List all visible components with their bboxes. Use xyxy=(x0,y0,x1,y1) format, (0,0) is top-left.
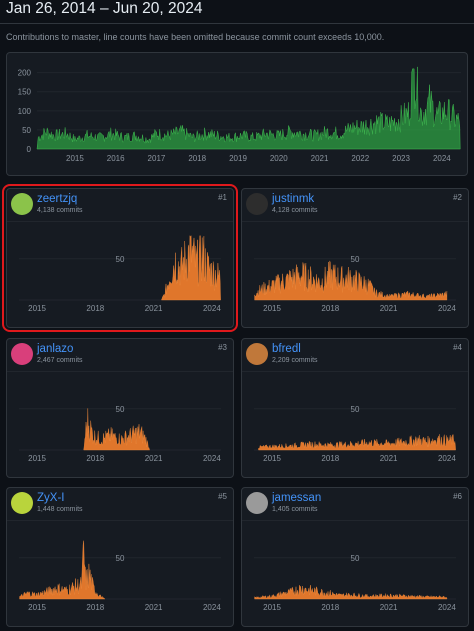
contributor-area-series xyxy=(83,408,151,451)
overview-y-tick: 200 xyxy=(18,69,32,78)
contributor-commit-count: 4,138 commits xyxy=(37,207,83,214)
contributor-y-tick: 50 xyxy=(116,405,125,414)
contributor-x-tick: 2024 xyxy=(438,304,456,313)
contributor-card-header: jamessan 1,405 commits #6 xyxy=(242,488,468,521)
contributor-card-zyx-i: ZyX-I 1,448 commits #5 50 2015 2018 2021 2024 xyxy=(6,487,234,627)
overview-y-tick: 50 xyxy=(22,126,31,135)
contributor-area-series xyxy=(19,540,106,600)
contributor-y-tick: 50 xyxy=(351,554,360,563)
contributor-login-link[interactable]: janlazo xyxy=(37,343,74,355)
contributor-rank: #6 xyxy=(453,492,462,501)
overview-x-tick: 2023 xyxy=(392,154,410,163)
contributor-commit-count: 2,209 commits xyxy=(272,357,318,364)
contributor-area-series xyxy=(254,260,448,301)
contributor-commit-count: 2,467 commits xyxy=(37,357,83,364)
overview-x-tick: 2019 xyxy=(229,154,247,163)
contributor-x-tick: 2015 xyxy=(263,603,281,612)
overview-x-tick: 2015 xyxy=(66,154,84,163)
contributor-card-header: janlazo 2,467 commits #3 xyxy=(7,339,233,372)
contributor-card-janlazo: janlazo 2,467 commits #3 50 2015 2018 2021 2024 xyxy=(6,338,234,478)
contributor-login-link[interactable]: ZyX-I xyxy=(37,492,65,504)
contributor-commit-count: 1,448 commits xyxy=(37,506,83,513)
contributor-x-tick: 2015 xyxy=(28,304,46,313)
overview-area-series xyxy=(36,66,461,150)
overview-x-tick: 2022 xyxy=(351,154,369,163)
contributor-y-tick: 50 xyxy=(116,255,125,264)
contributor-card-header: zeertzjq 4,138 commits #1 xyxy=(7,189,233,222)
person-photo-avatar-icon[interactable] xyxy=(246,492,268,514)
contributor-activity-chart: 50 2015 2018 2021 2024 xyxy=(254,405,456,463)
overview-x-tick: 2021 xyxy=(311,154,329,163)
contributor-area-series xyxy=(254,584,448,600)
overview-x-tick: 2016 xyxy=(107,154,125,163)
contributor-x-tick: 2018 xyxy=(321,603,339,612)
contributor-login-link[interactable]: jamessan xyxy=(272,492,322,504)
contributor-x-tick: 2024 xyxy=(438,454,456,463)
contributor-login-link[interactable]: justinmk xyxy=(272,193,315,205)
contributor-x-tick: 2024 xyxy=(203,454,221,463)
contributor-x-tick: 2021 xyxy=(145,454,163,463)
contributor-x-tick: 2021 xyxy=(145,304,163,313)
overview-y-tick: 0 xyxy=(27,145,32,154)
contributor-card-zeertzjq: zeertzjq 4,138 commits #1 50 2015 2018 2021 202… xyxy=(2,184,238,332)
contributor-x-tick: 2015 xyxy=(28,454,46,463)
contributor-rank: #1 xyxy=(218,193,227,202)
contributor-card-header: bfredl 2,209 commits #4 xyxy=(242,339,468,372)
contributor-x-tick: 2015 xyxy=(263,304,281,313)
contributor-x-tick: 2018 xyxy=(86,454,104,463)
yellow-green-avatar-icon[interactable] xyxy=(11,492,33,514)
photo-avatar-icon[interactable] xyxy=(246,343,268,365)
contributor-x-tick: 2024 xyxy=(203,603,221,612)
overview-y-tick: 100 xyxy=(18,107,32,116)
header-divider xyxy=(0,23,474,24)
contributor-activity-chart: 50 2015 2018 2021 2024 xyxy=(254,255,456,313)
contributor-x-tick: 2024 xyxy=(438,603,456,612)
overview-x-tick: 2024 xyxy=(433,154,451,163)
contributor-login-link[interactable]: zeertzjq xyxy=(37,193,78,205)
contributor-x-tick: 2021 xyxy=(380,454,398,463)
contributor-x-tick: 2021 xyxy=(380,603,398,612)
green-circle-avatar-icon[interactable] xyxy=(11,193,33,215)
overview-chart: 0 50 100 150 200 2015 2016 2017 2018 2019 2020 2021… xyxy=(18,66,461,163)
overview-x-tick: 2017 xyxy=(148,154,166,163)
contributions-note: Contributions to master, line counts hav… xyxy=(6,32,385,42)
contributor-y-tick: 50 xyxy=(351,405,360,414)
contributor-card-bfredl: bfredl 2,209 commits #4 50 2015 2018 2021 2024 xyxy=(241,338,469,478)
pink-pattern-avatar-icon[interactable] xyxy=(11,343,33,365)
overview-chart-panel: 0 50 100 150 200 2015 2016 2017 2018 2019 2020 2021… xyxy=(6,52,468,176)
contributor-x-tick: 2018 xyxy=(86,304,104,313)
contributor-commit-count: 1,405 commits xyxy=(272,506,318,513)
contributor-area-series xyxy=(161,235,221,301)
contributor-x-tick: 2018 xyxy=(86,603,104,612)
contributor-x-tick: 2024 xyxy=(203,304,221,313)
contributor-rank: #5 xyxy=(218,492,227,501)
contributor-x-tick: 2021 xyxy=(145,603,163,612)
overview-x-tick: 2020 xyxy=(270,154,288,163)
contributor-activity-chart: 50 2015 2018 2021 2024 xyxy=(19,235,221,313)
contributor-x-tick: 2015 xyxy=(263,454,281,463)
contributor-activity-chart: 50 2015 2018 2021 2024 xyxy=(19,405,221,463)
contributor-rank: #4 xyxy=(453,343,462,352)
contributor-login-link[interactable]: bfredl xyxy=(272,343,301,355)
contributor-area-series xyxy=(258,434,456,451)
contributor-activity-chart: 50 2015 2018 2021 2024 xyxy=(19,540,221,612)
contributor-card-jamessan: jamessan 1,405 commits #6 50 2015 2018 2021 202… xyxy=(241,487,469,627)
contributor-y-tick: 50 xyxy=(116,554,125,563)
date-range-title: Jan 26, 2014 – Jun 20, 2024 xyxy=(6,0,203,17)
contributor-y-tick: 50 xyxy=(351,255,360,264)
contributor-activity-chart: 50 2015 2018 2021 2024 xyxy=(254,554,456,612)
contributor-x-tick: 2018 xyxy=(321,304,339,313)
contributor-x-tick: 2018 xyxy=(321,454,339,463)
contributor-rank: #3 xyxy=(218,343,227,352)
contributor-card-justinmk: justinmk 4,128 commits #2 50 2015 2018 2021 202… xyxy=(241,188,469,328)
overview-x-tick: 2018 xyxy=(188,154,206,163)
dark-photo-avatar-icon[interactable] xyxy=(246,193,268,215)
contributor-x-tick: 2021 xyxy=(380,304,398,313)
contributor-rank: #2 xyxy=(453,193,462,202)
contributor-x-tick: 2015 xyxy=(28,603,46,612)
contributor-card-header: ZyX-I 1,448 commits #5 xyxy=(7,488,233,521)
contributor-commit-count: 4,128 commits xyxy=(272,207,318,214)
overview-y-tick: 150 xyxy=(18,88,32,97)
contributor-card-header: justinmk 4,128 commits #2 xyxy=(242,189,468,222)
